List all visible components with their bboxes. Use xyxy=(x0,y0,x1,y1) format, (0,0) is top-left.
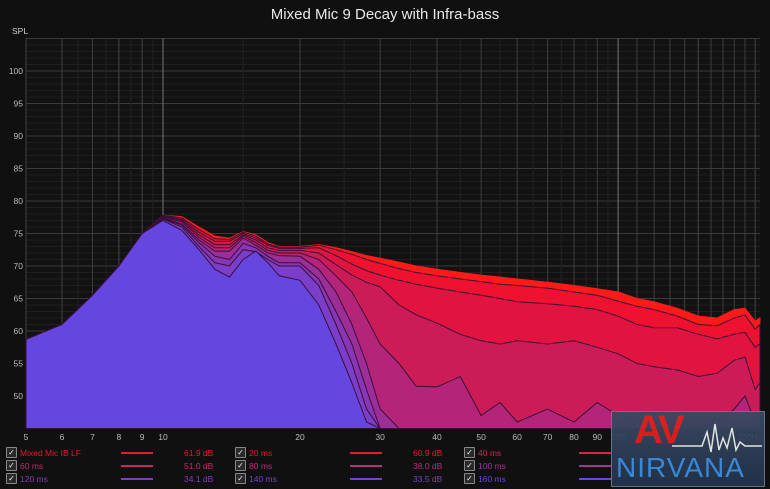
legend-swatch xyxy=(121,478,153,480)
legend-label: 40 ms xyxy=(478,447,502,458)
legend-label: 80 ms xyxy=(249,460,273,471)
logo-av: AV xyxy=(634,408,685,452)
watermark-logo: AV NIRVANA xyxy=(611,408,765,487)
x-tick-label: 40 xyxy=(432,432,442,442)
legend-item[interactable]: ✓ Mixed Mic IB LF 61.9 dB xyxy=(6,446,213,459)
y-tick-label: 55 xyxy=(14,359,24,369)
legend-swatch xyxy=(579,452,611,454)
legend-swatch xyxy=(579,478,611,480)
checkbox[interactable]: ✓ xyxy=(464,460,475,471)
legend-item[interactable]: ✓ 120 ms 34.1 dB xyxy=(6,472,213,485)
y-tick-label: 65 xyxy=(14,294,24,304)
legend-value: 33.5 dB xyxy=(413,473,443,484)
y-tick-label: 90 xyxy=(14,131,24,141)
x-tick-label: 90 xyxy=(593,432,603,442)
legend-value: 34.1 dB xyxy=(184,473,214,484)
x-tick-label: 80 xyxy=(569,432,579,442)
legend-item[interactable]: ✓ 20 ms 60.9 dB xyxy=(235,446,442,459)
legend: ✓ Mixed Mic IB LF 61.9 dB ✓ 20 ms 60.9 dB ✓ 4… xyxy=(0,446,770,489)
legend-swatch xyxy=(121,452,153,454)
legend-value: 38.0 dB xyxy=(413,460,443,471)
y-axis-label: SPL xyxy=(12,26,28,36)
chart-title: Mixed Mic 9 Decay with Infra-bass xyxy=(270,6,500,23)
y-tick-label: 100 xyxy=(9,66,23,76)
logo-nirvana: NIRVANA xyxy=(616,452,745,483)
legend-label: 100 ms xyxy=(478,460,506,471)
checkbox[interactable]: ✓ xyxy=(464,447,475,458)
checkbox[interactable]: ✓ xyxy=(6,473,17,484)
checkbox[interactable]: ✓ xyxy=(6,460,17,471)
legend-swatch xyxy=(350,465,382,467)
x-tick-label: 10 xyxy=(158,432,168,442)
legend-item[interactable]: ✓ 100 ms xyxy=(464,459,611,472)
x-tick-label: 60 xyxy=(512,432,522,442)
x-tick-label: 30 xyxy=(375,432,385,442)
legend-value: 51.0 dB xyxy=(184,460,214,471)
legend-swatch xyxy=(579,465,611,467)
legend-swatch xyxy=(121,465,153,467)
checkbox[interactable]: ✓ xyxy=(235,473,246,484)
x-tick-label: 6 xyxy=(60,432,65,442)
legend-item[interactable]: ✓ 40 ms xyxy=(464,446,611,459)
checkbox[interactable]: ✓ xyxy=(6,447,17,458)
x-tick-label: 20 xyxy=(295,432,305,442)
legend-item[interactable]: ✓ 140 ms 33.5 dB xyxy=(235,472,442,485)
y-tick-label: 95 xyxy=(14,99,24,109)
x-tick-label: 8 xyxy=(117,432,122,442)
y-tick-label: 60 xyxy=(14,326,24,336)
x-tick-label: 70 xyxy=(543,432,553,442)
y-tick-label: 75 xyxy=(14,229,24,239)
legend-item[interactable]: ✓ 60 ms 51.0 dB xyxy=(6,459,213,472)
x-tick-label: 7 xyxy=(90,432,95,442)
legend-label: 160 ms xyxy=(478,473,506,484)
legend-label: Mixed Mic IB LF xyxy=(20,447,81,458)
checkbox[interactable]: ✓ xyxy=(464,473,475,484)
legend-label: 60 ms xyxy=(20,460,44,471)
x-tick-label: 50 xyxy=(476,432,486,442)
legend-value: 60.9 dB xyxy=(413,447,443,458)
decay-chart: 50 55 60 65 70 75 80 85 90 95 100 5 6 7 8 9 10 20 30 40 50 60… xyxy=(9,26,762,442)
legend-item[interactable]: ✓ 160 ms xyxy=(464,472,611,485)
legend-label: 140 ms xyxy=(249,473,277,484)
legend-swatch xyxy=(350,478,382,480)
y-tick-label: 50 xyxy=(14,391,24,401)
waveform-icon xyxy=(672,423,762,453)
y-tick-label: 85 xyxy=(14,164,24,174)
x-tick-label: 5 xyxy=(24,432,29,442)
legend-value: 61.9 dB xyxy=(184,447,214,458)
decay-area-160-ms xyxy=(25,219,381,429)
legend-item[interactable]: ✓ 80 ms 38.0 dB xyxy=(235,459,442,472)
checkbox[interactable]: ✓ xyxy=(235,460,246,471)
legend-label: 120 ms xyxy=(20,473,48,484)
x-tick-label: 9 xyxy=(140,432,145,442)
checkbox[interactable]: ✓ xyxy=(235,447,246,458)
legend-label: 20 ms xyxy=(249,447,273,458)
y-tick-label: 80 xyxy=(14,196,24,206)
y-tick-label: 70 xyxy=(14,261,24,271)
legend-swatch xyxy=(350,452,382,454)
